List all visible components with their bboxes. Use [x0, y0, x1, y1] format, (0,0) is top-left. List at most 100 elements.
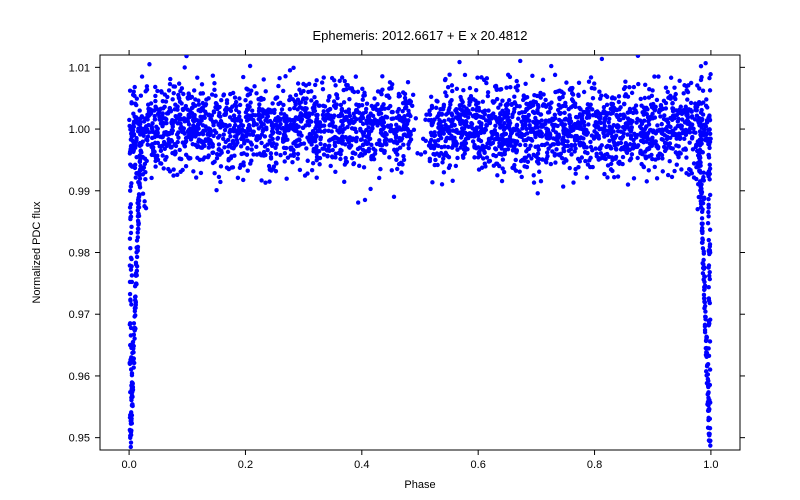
data-point [191, 169, 195, 173]
x-tick-label: 0.4 [354, 459, 369, 471]
data-point [384, 94, 388, 98]
data-point [708, 163, 712, 167]
data-point [296, 81, 300, 85]
data-point [283, 151, 287, 155]
data-point [532, 111, 536, 115]
data-point [136, 227, 140, 231]
data-point [282, 119, 286, 123]
data-point [382, 134, 386, 138]
data-point [237, 96, 241, 100]
data-point [186, 91, 190, 95]
data-point [458, 116, 462, 120]
data-point [650, 112, 654, 116]
data-point [672, 133, 676, 137]
data-point [643, 83, 647, 87]
data-point [221, 93, 225, 97]
data-point [515, 79, 519, 83]
data-point [561, 184, 565, 188]
data-point [597, 90, 601, 94]
data-point [296, 152, 300, 156]
data-point [682, 83, 686, 87]
data-point [281, 137, 285, 141]
data-point [707, 146, 711, 150]
data-point [678, 137, 682, 141]
data-point [354, 74, 358, 78]
data-point [401, 154, 405, 158]
data-point [623, 79, 627, 83]
data-point [382, 125, 386, 129]
data-point [266, 107, 270, 111]
data-point [246, 93, 250, 97]
data-point [189, 136, 193, 140]
data-point [707, 296, 711, 300]
data-point [635, 156, 639, 160]
data-point [579, 135, 583, 139]
data-point [707, 354, 711, 358]
data-point [483, 112, 487, 116]
data-point [340, 107, 344, 111]
data-point [589, 75, 593, 79]
data-point [513, 141, 517, 145]
data-point [133, 299, 137, 303]
data-point [454, 164, 458, 168]
data-point [139, 94, 143, 98]
data-point [617, 94, 621, 98]
data-point [212, 128, 216, 132]
data-point [327, 95, 331, 99]
data-point [536, 191, 540, 195]
data-point [487, 137, 491, 141]
data-point [199, 171, 203, 175]
data-point [129, 398, 133, 402]
data-point [183, 65, 187, 69]
data-point [574, 172, 578, 176]
data-point [278, 153, 282, 157]
data-point [279, 111, 283, 115]
data-point [707, 319, 711, 323]
data-point [642, 135, 646, 139]
data-point [515, 123, 519, 127]
data-point [461, 100, 465, 104]
data-point [531, 120, 535, 124]
data-point [178, 122, 182, 126]
data-point [411, 93, 415, 97]
data-point [128, 390, 132, 394]
data-point [132, 321, 136, 325]
data-point [598, 120, 602, 124]
data-point [360, 87, 364, 91]
data-point [143, 162, 147, 166]
data-point [546, 132, 550, 136]
data-point [500, 146, 504, 150]
data-point [395, 141, 399, 145]
data-point [629, 128, 633, 132]
data-point [128, 413, 132, 417]
data-point [704, 97, 708, 101]
data-point [128, 246, 132, 250]
data-point [274, 160, 278, 164]
data-point [707, 113, 711, 117]
data-point [382, 120, 386, 124]
data-point [240, 134, 244, 138]
data-point [246, 168, 250, 172]
data-point [242, 163, 246, 167]
data-point [404, 125, 408, 129]
data-point [632, 85, 636, 89]
data-point [697, 168, 701, 172]
data-point [512, 110, 516, 114]
data-point [458, 107, 462, 111]
data-point [292, 154, 296, 158]
data-point [254, 137, 258, 141]
data-point [479, 123, 483, 127]
data-point [699, 108, 703, 112]
data-point [153, 85, 157, 89]
data-point [658, 114, 662, 118]
data-point [498, 137, 502, 141]
data-point [139, 131, 143, 135]
data-point [184, 104, 188, 108]
data-point [196, 144, 200, 148]
data-point [410, 104, 414, 108]
data-point [199, 108, 203, 112]
data-point [622, 102, 626, 106]
data-point [687, 167, 691, 171]
data-point [634, 103, 638, 107]
data-point [582, 143, 586, 147]
